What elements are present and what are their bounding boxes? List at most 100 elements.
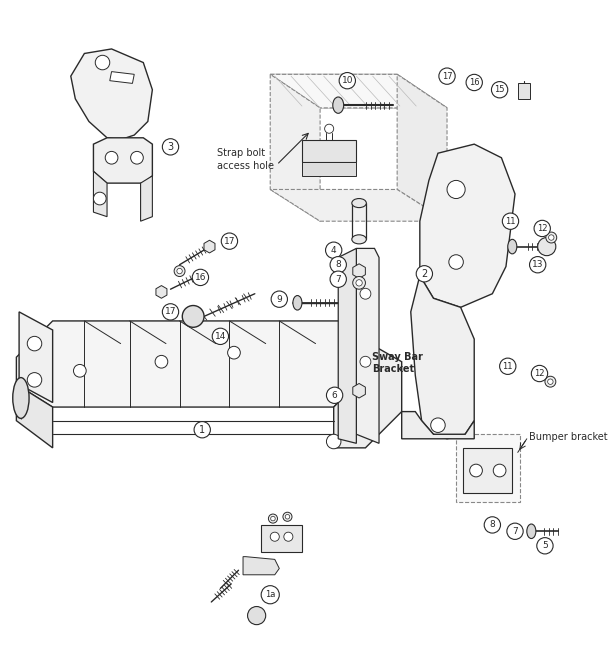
Polygon shape: [93, 138, 153, 183]
Circle shape: [502, 213, 519, 230]
Circle shape: [360, 356, 371, 367]
Circle shape: [447, 180, 465, 199]
Polygon shape: [518, 83, 530, 99]
Text: 13: 13: [532, 260, 544, 269]
Circle shape: [326, 242, 342, 258]
Polygon shape: [204, 240, 215, 253]
Circle shape: [431, 418, 445, 432]
Polygon shape: [17, 321, 370, 407]
Circle shape: [547, 379, 553, 384]
Circle shape: [468, 76, 481, 89]
Polygon shape: [463, 448, 512, 493]
Circle shape: [131, 151, 143, 164]
Circle shape: [155, 355, 168, 368]
Text: 4: 4: [331, 246, 337, 255]
Polygon shape: [333, 344, 402, 448]
Polygon shape: [353, 264, 365, 279]
Circle shape: [356, 280, 362, 286]
Polygon shape: [270, 189, 447, 221]
Polygon shape: [441, 69, 453, 83]
Polygon shape: [420, 144, 515, 308]
Circle shape: [496, 86, 503, 93]
Text: 14: 14: [215, 332, 226, 341]
Text: 8: 8: [335, 260, 341, 269]
Circle shape: [545, 376, 556, 387]
Circle shape: [27, 373, 42, 387]
Circle shape: [416, 265, 433, 282]
Polygon shape: [533, 366, 546, 381]
Circle shape: [470, 464, 482, 477]
Circle shape: [248, 607, 265, 624]
Circle shape: [95, 55, 110, 70]
Circle shape: [162, 304, 178, 320]
Circle shape: [174, 265, 185, 277]
Polygon shape: [110, 72, 134, 83]
Text: 16: 16: [195, 273, 206, 282]
Ellipse shape: [13, 378, 29, 418]
Circle shape: [493, 464, 506, 477]
Text: 1a: 1a: [265, 590, 275, 599]
Circle shape: [270, 532, 280, 541]
Text: 3: 3: [167, 142, 173, 152]
Circle shape: [339, 73, 356, 89]
Circle shape: [271, 291, 287, 308]
Polygon shape: [536, 221, 549, 236]
Circle shape: [105, 151, 118, 164]
Circle shape: [484, 517, 501, 533]
Text: 11: 11: [505, 216, 516, 226]
Text: 7: 7: [512, 527, 518, 536]
Circle shape: [503, 214, 518, 228]
Polygon shape: [302, 140, 356, 162]
Circle shape: [534, 220, 550, 237]
Circle shape: [501, 359, 515, 374]
Circle shape: [284, 532, 293, 541]
Polygon shape: [270, 75, 447, 108]
Circle shape: [93, 192, 106, 205]
Polygon shape: [411, 276, 474, 439]
Text: 17: 17: [442, 72, 452, 81]
Circle shape: [327, 434, 341, 449]
Circle shape: [511, 527, 519, 535]
Circle shape: [507, 523, 523, 539]
Circle shape: [439, 68, 455, 84]
Text: 9: 9: [276, 294, 282, 304]
Polygon shape: [156, 286, 167, 298]
Circle shape: [508, 524, 522, 539]
Text: 8: 8: [490, 521, 495, 529]
Circle shape: [507, 218, 514, 225]
Text: 12: 12: [535, 369, 545, 378]
Text: 1: 1: [199, 425, 205, 435]
Text: Bumper bracket: Bumper bracket: [528, 432, 607, 442]
Ellipse shape: [527, 524, 536, 539]
Polygon shape: [402, 412, 474, 439]
Polygon shape: [456, 434, 520, 502]
Text: 10: 10: [341, 76, 353, 85]
Circle shape: [360, 288, 371, 299]
Circle shape: [538, 238, 556, 255]
Polygon shape: [93, 172, 107, 216]
Circle shape: [466, 75, 482, 90]
Polygon shape: [486, 517, 498, 532]
Polygon shape: [17, 384, 53, 448]
Text: 16: 16: [469, 78, 479, 87]
Ellipse shape: [333, 97, 344, 114]
Text: Sway Bar
Bracket: Sway Bar Bracket: [372, 352, 423, 374]
Circle shape: [549, 235, 554, 240]
Polygon shape: [19, 312, 53, 403]
Circle shape: [531, 366, 547, 381]
Circle shape: [449, 255, 463, 269]
Circle shape: [327, 387, 343, 403]
Text: 11: 11: [503, 362, 513, 371]
Ellipse shape: [352, 199, 367, 208]
Circle shape: [330, 257, 346, 273]
Circle shape: [268, 514, 278, 523]
Polygon shape: [140, 176, 153, 221]
Circle shape: [283, 512, 292, 521]
Text: 2: 2: [421, 269, 427, 279]
Circle shape: [546, 232, 557, 243]
Circle shape: [27, 337, 42, 351]
Circle shape: [182, 306, 204, 327]
Circle shape: [500, 358, 516, 374]
Circle shape: [504, 362, 511, 370]
Circle shape: [530, 257, 546, 273]
